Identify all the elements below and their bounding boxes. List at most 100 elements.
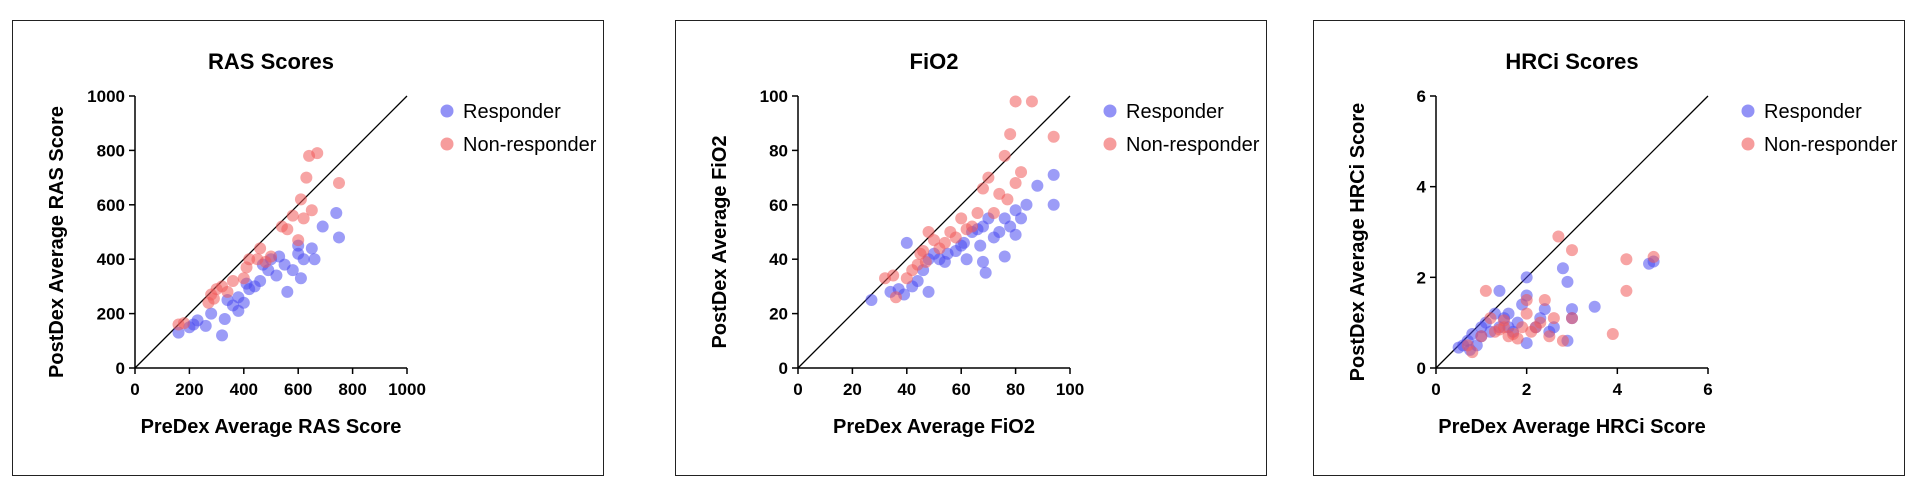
non-responder-point (297, 212, 310, 225)
non-responder-point (1015, 166, 1028, 179)
responder-point (1561, 275, 1574, 288)
non-responder-point (1484, 312, 1497, 325)
responder-point (976, 255, 989, 268)
non-responder-point (1547, 312, 1560, 325)
responder-point (922, 285, 935, 298)
responder-point (1538, 303, 1551, 316)
y-tick-label: 400 (97, 250, 125, 269)
y-tick-label: 800 (97, 141, 125, 160)
x-tick-label: 2 (1522, 380, 1531, 399)
responder-point (1047, 198, 1060, 211)
responder-point (330, 206, 343, 219)
x-tick-label: 200 (175, 380, 203, 399)
non-responder-point (237, 272, 250, 285)
responder-point (281, 285, 294, 298)
x-tick-label: 6 (1703, 380, 1712, 399)
x-tick-label: 400 (230, 380, 258, 399)
non-responder-point (987, 206, 1000, 219)
non-responder-point (265, 250, 277, 263)
responder-point (1031, 179, 1044, 192)
responder-point (333, 231, 345, 244)
legend-label: Non-responder (463, 134, 597, 156)
legend-marker (440, 137, 454, 151)
responder-point (305, 242, 318, 255)
y-tick-label: 100 (760, 87, 788, 106)
x-tick-label: 40 (897, 380, 916, 399)
y-tick-label: 20 (769, 305, 788, 324)
non-responder-point (982, 171, 995, 184)
x-tick-label: 0 (1431, 380, 1440, 399)
responder-point (297, 253, 310, 266)
non-responder-point (1566, 244, 1578, 257)
non-responder-point (1566, 312, 1578, 325)
non-responder-point (1620, 284, 1633, 297)
non-responder-point (226, 274, 239, 287)
responder-point (1009, 228, 1022, 241)
non-responder-point (1025, 95, 1038, 108)
legend-label: Responder (1764, 101, 1862, 123)
x-tick-label: 80 (1006, 380, 1025, 399)
fio2-chart: FiO2 0 20 40 60 80 100 0 20 40 60 80 100 PreDex Avera… (709, 49, 1260, 438)
x-axis-label: PreDex Average FiO2 (833, 416, 1035, 438)
x-tick-label: 800 (338, 380, 366, 399)
responder-point (974, 239, 987, 252)
non-responder-point (1552, 230, 1565, 243)
x-tick-label: 100 (1056, 380, 1084, 399)
y-tick-label: 2 (1417, 268, 1426, 287)
x-tick-label: 20 (843, 380, 862, 399)
non-responder-point (1538, 294, 1551, 306)
non-responder-point (889, 291, 902, 304)
fio2-panel: FiO2 0 20 40 60 80 100 0 20 40 60 80 100 PreDex Avera… (675, 20, 1267, 476)
responder-point (1466, 328, 1479, 340)
responder-point (1047, 168, 1060, 181)
ras-scores-panel: RAS Scores 0 200 400 600 800 1000 0 200 400 600 800… (12, 20, 604, 476)
responder-point (911, 274, 924, 287)
non-responder-point (1047, 130, 1060, 143)
non-responder-point (998, 149, 1011, 162)
y-axis-label: PostDex Average HRCi Score (1347, 103, 1369, 382)
non-responder-point (1479, 284, 1492, 297)
non-responder-point (292, 234, 305, 247)
non-responder-point (1498, 314, 1510, 327)
non-responder-point (966, 220, 979, 233)
legend-label: Non-responder (1764, 134, 1898, 156)
non-responder-point (1511, 332, 1524, 345)
non-responder-point (281, 223, 294, 236)
non-responder-point (976, 182, 989, 195)
y-tick-label: 600 (97, 196, 125, 215)
non-responder-point (1004, 128, 1017, 141)
x-tick-label: 60 (952, 380, 971, 399)
chart-title: FiO2 (910, 49, 959, 74)
non-responder-point (311, 147, 324, 160)
y-tick-label: 1000 (87, 87, 125, 106)
legend-marker (1741, 104, 1755, 118)
responder-point (308, 253, 321, 266)
responder-point (865, 294, 878, 306)
responder-point (1520, 271, 1533, 284)
y-tick-label: 40 (769, 250, 788, 269)
legend-marker (1103, 137, 1117, 151)
responder-point (218, 313, 231, 326)
non-responder-point (1009, 95, 1022, 108)
non-responder-point (1556, 334, 1569, 347)
y-axis-label: PostDex Average RAS Score (46, 106, 68, 378)
hrci-scores-chart: HRCi Scores 0 2 4 6 0 2 4 6 PreDex Average HRCi S… (1347, 49, 1898, 438)
non-responder-point (333, 177, 345, 190)
non-responder-point (887, 269, 900, 282)
non-responder-point (221, 285, 234, 298)
x-axis-label: PreDex Average HRCi Score (1438, 416, 1706, 438)
x-tick-label: 1000 (388, 380, 426, 399)
y-tick-label: 0 (1417, 359, 1426, 378)
non-responder-point (971, 206, 984, 219)
responder-point (237, 296, 250, 309)
non-responder-point (1475, 330, 1488, 343)
y-tick-label: 60 (769, 196, 788, 215)
responder-point (1015, 212, 1028, 225)
chart-title: HRCi Scores (1505, 49, 1638, 74)
hrci-scores-panel: HRCi Scores 0 2 4 6 0 2 4 6 PreDex Average HRCi S… (1313, 20, 1905, 476)
responder-point (900, 236, 913, 249)
non-responder-point (294, 193, 307, 206)
non-responder-point (207, 292, 220, 305)
non-responder-point (1516, 321, 1529, 334)
responder-point (1588, 300, 1601, 313)
